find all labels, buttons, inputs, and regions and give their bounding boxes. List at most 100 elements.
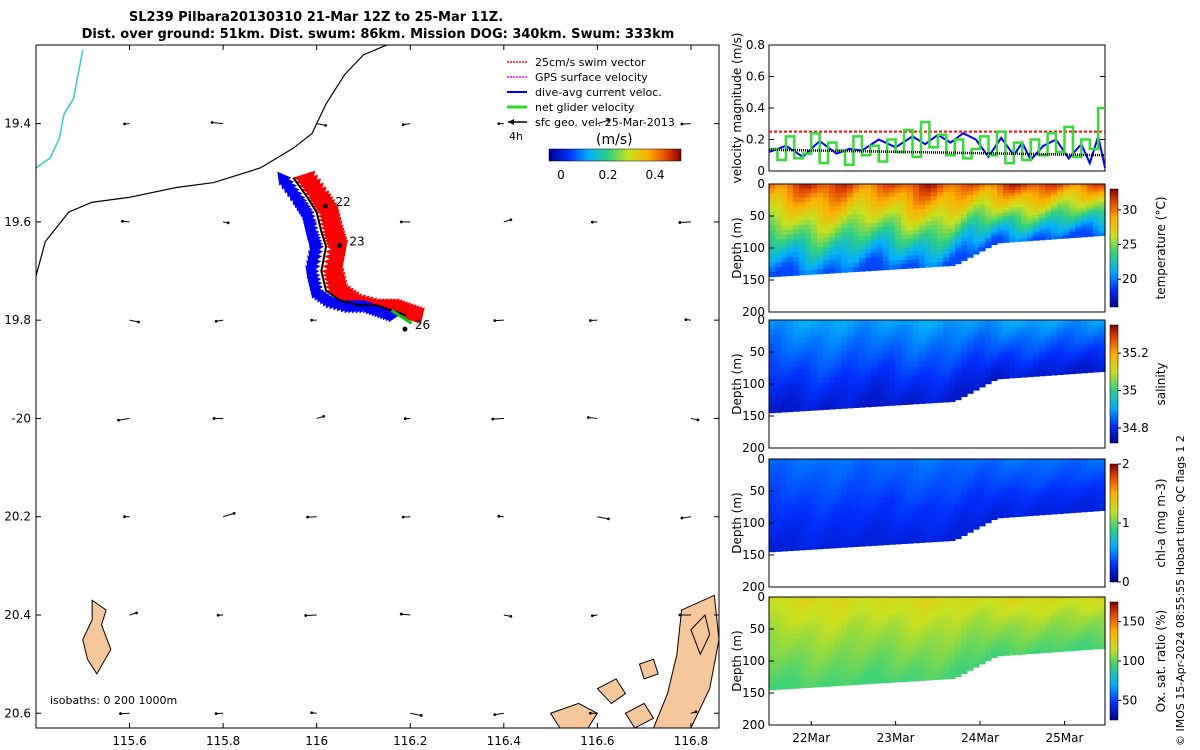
section-cell: [1021, 334, 1028, 338]
section-cell: [1081, 506, 1088, 510]
section-cell: [1069, 488, 1076, 492]
section-cell: [1039, 635, 1046, 640]
section-cell: [835, 184, 842, 190]
section-cell: [823, 364, 830, 370]
section-cell: [979, 660, 986, 665]
section-cell: [961, 635, 968, 640]
section-cell: [907, 534, 914, 540]
section-cell: [841, 636, 848, 642]
section-cell: [901, 534, 908, 540]
section-cell: [877, 657, 884, 663]
section-cell: [1039, 333, 1046, 338]
section-cell: [817, 481, 824, 487]
section-cell: [799, 545, 806, 551]
section-cell: [787, 679, 794, 685]
section-cell: [1033, 367, 1040, 372]
section-cell: [793, 379, 800, 385]
section-cell: [1063, 632, 1070, 636]
section-cell: [889, 239, 896, 245]
section-cell: [1009, 605, 1016, 610]
section-cell: [901, 370, 908, 376]
section-cell: [973, 652, 980, 658]
section-cell: [1093, 340, 1100, 344]
section-cell: [1003, 605, 1010, 610]
section-cell: [829, 534, 836, 540]
section-cell: [919, 340, 926, 346]
section-cell: [853, 320, 860, 325]
section-cell: [853, 520, 860, 526]
section-cell: [883, 463, 890, 469]
section-cell: [829, 525, 836, 531]
section-cell: [919, 626, 926, 631]
section-cell: [1033, 200, 1040, 205]
section-cell: [961, 206, 968, 212]
section-ytick-label: 50: [750, 622, 765, 636]
section-cell: [1069, 621, 1076, 625]
section-cell: [1027, 217, 1034, 222]
section-cell: [799, 655, 806, 662]
section-cell: [967, 637, 974, 642]
section-cell: [859, 372, 866, 378]
section-cell: [841, 494, 848, 500]
section-cell: [805, 356, 812, 362]
section-cell: [931, 675, 938, 681]
section-cell: [1063, 607, 1070, 612]
section-cell: [877, 678, 884, 684]
coastline-island-5: [690, 613, 711, 656]
section-cell: [871, 502, 878, 508]
section-cell: [787, 597, 794, 603]
section-cell: [841, 623, 848, 629]
section-cell: [895, 618, 902, 624]
section-cell: [889, 527, 896, 532]
section-cell: [841, 372, 848, 378]
section-cell: [793, 486, 800, 492]
section-cell: [931, 475, 938, 481]
section-cell: [973, 642, 980, 647]
section-cell: [799, 342, 806, 348]
section-cell: [997, 502, 1004, 507]
section-cell: [865, 484, 872, 490]
section-cell: [829, 628, 836, 634]
section-cell: [925, 382, 932, 387]
section-cell: [943, 237, 950, 242]
section-ytick-label: 150: [742, 686, 765, 700]
section-cell: [817, 255, 824, 261]
section-cell: [769, 202, 776, 208]
section-cell: [1039, 500, 1046, 505]
section-cell: [871, 209, 878, 215]
section-cell: [877, 358, 884, 364]
current-arrowhead: [493, 713, 497, 717]
section-cell: [847, 333, 854, 339]
section-cell: [1009, 343, 1016, 347]
section-cell: [955, 199, 962, 205]
section-cell: [877, 354, 884, 360]
section-cell: [883, 531, 890, 537]
section-cell: [907, 263, 914, 269]
section-cell: [859, 402, 866, 408]
section-cell: [961, 642, 968, 648]
section-cell: [859, 528, 866, 534]
section-cell: [925, 617, 932, 623]
section-cell: [889, 673, 896, 679]
section-cell: [925, 262, 932, 268]
section-cell: [1063, 205, 1070, 209]
section-cell: [883, 535, 890, 541]
section-cell: [847, 636, 854, 642]
section-cell: [847, 337, 854, 343]
section-cell: [775, 207, 782, 213]
section-cell: [835, 627, 842, 634]
section-cell: [871, 261, 878, 267]
colorbar-tick-0: 0: [557, 168, 565, 182]
section-cell: [1057, 322, 1064, 327]
section-cell: [1021, 189, 1028, 194]
section-cell: [997, 467, 1004, 472]
section-cell: [769, 403, 776, 409]
section-cell: [871, 328, 878, 334]
section-cell: [805, 220, 812, 226]
section-cell: [961, 195, 968, 200]
section-cell: [787, 513, 794, 520]
section-cell: [1027, 501, 1034, 505]
section-cell: [799, 674, 806, 680]
section-cell: [799, 527, 806, 533]
section-cell: [931, 479, 938, 485]
